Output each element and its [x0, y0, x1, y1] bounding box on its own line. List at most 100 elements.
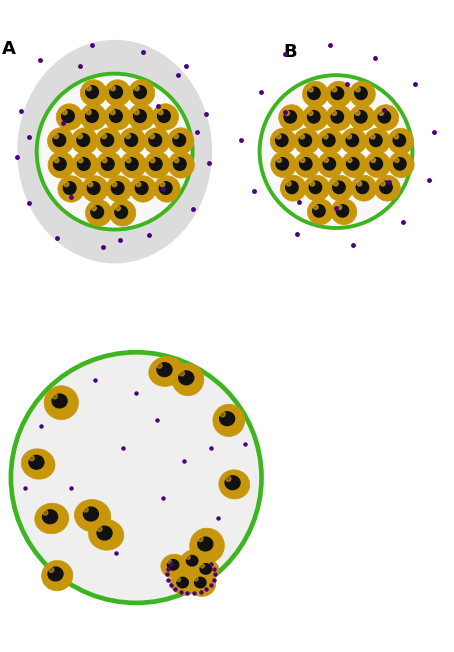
Ellipse shape [177, 577, 188, 587]
Circle shape [168, 128, 194, 154]
Circle shape [157, 363, 162, 368]
Circle shape [29, 456, 34, 461]
Circle shape [95, 128, 122, 154]
Circle shape [351, 175, 377, 201]
Circle shape [323, 134, 335, 147]
Circle shape [86, 110, 98, 123]
Circle shape [276, 158, 288, 170]
Circle shape [370, 134, 375, 139]
Circle shape [101, 134, 114, 147]
Circle shape [302, 105, 328, 130]
Circle shape [317, 128, 343, 154]
Circle shape [394, 158, 406, 170]
Circle shape [357, 181, 362, 186]
Circle shape [186, 556, 190, 559]
Ellipse shape [43, 510, 58, 524]
Circle shape [355, 87, 360, 92]
Circle shape [77, 134, 89, 147]
Circle shape [56, 104, 83, 130]
Circle shape [160, 182, 165, 186]
Circle shape [104, 80, 131, 106]
Circle shape [136, 182, 141, 186]
Circle shape [110, 86, 115, 91]
Circle shape [120, 152, 146, 178]
Circle shape [102, 134, 107, 139]
Circle shape [333, 181, 345, 194]
Circle shape [128, 104, 154, 130]
Circle shape [370, 158, 383, 170]
Circle shape [167, 559, 171, 563]
Circle shape [11, 352, 262, 603]
Circle shape [346, 134, 359, 147]
Circle shape [388, 152, 414, 177]
Circle shape [349, 105, 375, 130]
Circle shape [332, 111, 336, 115]
Circle shape [104, 104, 131, 130]
Circle shape [92, 206, 96, 211]
Circle shape [370, 134, 382, 147]
Circle shape [281, 175, 306, 201]
Circle shape [226, 477, 231, 481]
Circle shape [284, 111, 296, 123]
Circle shape [324, 158, 329, 162]
Circle shape [112, 182, 117, 186]
Circle shape [313, 205, 325, 217]
Circle shape [48, 128, 74, 154]
Circle shape [310, 181, 315, 186]
Circle shape [378, 111, 390, 123]
Ellipse shape [188, 571, 216, 597]
Circle shape [158, 110, 163, 115]
Circle shape [326, 82, 352, 107]
Circle shape [97, 526, 102, 531]
Circle shape [380, 181, 392, 194]
Circle shape [393, 134, 405, 147]
Ellipse shape [198, 537, 213, 551]
Circle shape [133, 110, 146, 123]
Circle shape [331, 111, 344, 123]
Circle shape [300, 158, 312, 170]
Circle shape [260, 75, 412, 228]
Circle shape [102, 158, 107, 163]
Circle shape [375, 175, 400, 201]
Ellipse shape [180, 550, 207, 574]
Text: A: A [2, 40, 16, 59]
Circle shape [109, 200, 136, 226]
Circle shape [277, 158, 281, 162]
Ellipse shape [190, 528, 224, 563]
Circle shape [78, 134, 83, 139]
Ellipse shape [74, 499, 111, 532]
Circle shape [355, 111, 367, 123]
Circle shape [111, 182, 124, 194]
Circle shape [365, 152, 390, 177]
Circle shape [149, 158, 162, 170]
Ellipse shape [35, 503, 69, 534]
Circle shape [64, 182, 69, 186]
Circle shape [62, 110, 67, 115]
Circle shape [130, 176, 156, 202]
Circle shape [54, 158, 66, 170]
Circle shape [318, 152, 344, 177]
Circle shape [276, 134, 281, 139]
Ellipse shape [172, 363, 204, 396]
Circle shape [116, 206, 120, 211]
Circle shape [150, 134, 154, 139]
Circle shape [110, 86, 123, 98]
Ellipse shape [17, 40, 212, 263]
Circle shape [373, 105, 399, 130]
Circle shape [54, 134, 59, 139]
Circle shape [128, 80, 155, 106]
Circle shape [126, 134, 130, 139]
Circle shape [80, 80, 107, 106]
Circle shape [158, 110, 170, 123]
Ellipse shape [213, 404, 245, 437]
Circle shape [43, 510, 48, 515]
Circle shape [85, 200, 112, 226]
Ellipse shape [220, 412, 235, 426]
Circle shape [331, 87, 344, 100]
Circle shape [194, 577, 198, 581]
Circle shape [302, 82, 328, 107]
Ellipse shape [200, 564, 212, 574]
Circle shape [126, 158, 131, 163]
Circle shape [271, 152, 296, 177]
Circle shape [106, 176, 132, 202]
